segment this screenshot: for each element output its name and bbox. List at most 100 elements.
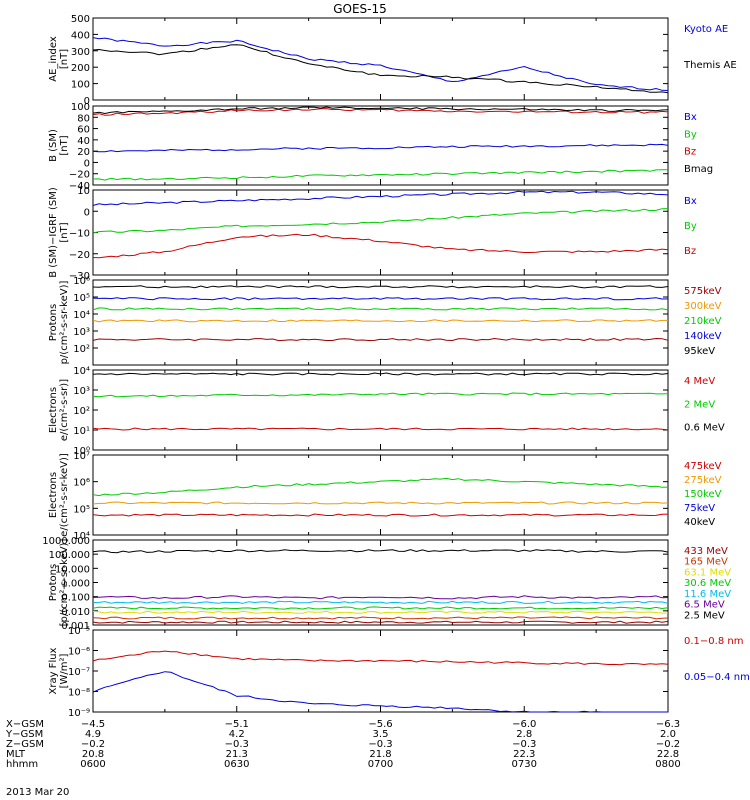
legend-entry: 275keV bbox=[684, 475, 722, 486]
y-tick-label: −20 bbox=[69, 250, 90, 261]
y-axis-label: Electrons bbox=[48, 387, 59, 433]
legend-entry: 433 MeV bbox=[684, 546, 728, 557]
y-tick-label: 0.010 bbox=[61, 607, 90, 618]
legend-entry: Themis AE bbox=[683, 60, 737, 71]
y-tick-label: 20 bbox=[77, 147, 90, 158]
y-tick-label: 1000.000 bbox=[42, 536, 90, 547]
panel-frame bbox=[92, 17, 669, 101]
series-line-ae-1 bbox=[92, 44, 669, 94]
x-table-value: 2.0 bbox=[660, 729, 676, 740]
y-tick-label: 100 bbox=[71, 102, 90, 113]
series-line-bsm-1 bbox=[92, 169, 668, 181]
legend-entry: 575keV bbox=[684, 286, 722, 297]
series-line-protons2-0 bbox=[92, 620, 669, 624]
legend-entry: 0.1−0.8 nm bbox=[684, 636, 743, 647]
y-tick-label: 200 bbox=[71, 63, 90, 74]
x-row-label: MLT bbox=[6, 749, 26, 760]
legend-entry: 150keV bbox=[684, 489, 722, 500]
legend-entry: 165 MeV bbox=[684, 557, 728, 568]
y-tick-label: −40 bbox=[69, 181, 90, 192]
y-axis-label: Electrons bbox=[48, 472, 59, 518]
legend-entry: 4 MeV bbox=[684, 376, 715, 387]
legend-entry: 0.05−0.4 nm bbox=[684, 672, 750, 683]
legend-entry: 300keV bbox=[684, 301, 722, 312]
legend-entry: 63.1 MeV bbox=[684, 567, 731, 578]
series-line-bigrf-0 bbox=[92, 190, 669, 206]
x-table-value: 22.3 bbox=[513, 749, 535, 760]
series-line-protons1-4 bbox=[92, 285, 669, 289]
series-line-protons1-2 bbox=[92, 307, 669, 311]
series-line-electrons1-0 bbox=[92, 427, 669, 431]
x-table-value: 0700 bbox=[368, 759, 393, 770]
y-axis-label: B (SM) bbox=[48, 129, 59, 162]
x-table-value: −0.3 bbox=[225, 739, 249, 750]
plot-title: GOES-15 bbox=[333, 2, 387, 16]
y-axis-label: B (SM)−IGRF (SM) bbox=[48, 187, 59, 278]
date-label: 2013 Mar 20 bbox=[6, 787, 69, 798]
x-table-value: −5.1 bbox=[225, 719, 249, 730]
y-tick-label: 10⁵ bbox=[73, 293, 90, 304]
legend-entry: 2 MeV bbox=[684, 399, 715, 410]
series-line-protons2-5 bbox=[92, 595, 669, 600]
series-line-protons2-1 bbox=[92, 616, 669, 620]
legend-entry: 11.6 MeV bbox=[684, 589, 731, 600]
x-table-value: 3.5 bbox=[373, 729, 389, 740]
y-tick-label: 10⁴ bbox=[73, 366, 90, 377]
y-tick-label: 60 bbox=[77, 125, 90, 136]
legend-entry: Bx bbox=[684, 112, 697, 123]
x-table-value: −0.2 bbox=[656, 739, 680, 750]
legend-entry: Bx bbox=[684, 196, 697, 207]
x-table-value: 0800 bbox=[655, 759, 680, 770]
series-line-protons2-2 bbox=[92, 610, 669, 614]
x-table-value: −0.3 bbox=[368, 739, 392, 750]
legend-entry: 6.5 MeV bbox=[684, 600, 725, 611]
x-table-value: −0.3 bbox=[512, 739, 536, 750]
legend-entry: Bmag bbox=[684, 164, 713, 175]
y-tick-label: 10⁷ bbox=[73, 451, 90, 462]
y-tick-label: 0 bbox=[84, 96, 90, 107]
y-tick-label: 10⁶ bbox=[73, 276, 90, 287]
series-line-xray-0 bbox=[92, 650, 669, 666]
panel-electrons2: 10⁴ 10⁵ 10⁶ 10⁷ Electrons e/(cm²-s-sr-keV)] 47… bbox=[48, 451, 722, 542]
panel-protons2: 0.001 0.010 0.100 1.000 10.000 100.000 1000.00… bbox=[42, 536, 731, 632]
y-tick-label: 10 bbox=[77, 186, 90, 197]
legend-entry: Kyoto AE bbox=[684, 24, 728, 35]
legend-entry: 2.5 MeV bbox=[684, 610, 725, 621]
y-axis-label: Xray Flux bbox=[48, 647, 59, 694]
series-line-electrons2-1 bbox=[92, 501, 669, 505]
y-tick-label: 10⁻⁵ bbox=[68, 626, 90, 637]
panel-frame bbox=[92, 454, 669, 536]
y-tick-label: 10¹ bbox=[73, 426, 90, 437]
y-tick-label: 100 bbox=[71, 80, 90, 91]
series-line-electrons1-1 bbox=[92, 392, 669, 398]
legend-entry: 75keV bbox=[684, 503, 715, 514]
legend-entry: 210keV bbox=[684, 316, 722, 327]
legend-entry: 475keV bbox=[684, 461, 722, 472]
y-tick-label: 0 bbox=[84, 207, 90, 218]
legend-entry: Bz bbox=[684, 246, 696, 257]
y-axis-label: [nT] bbox=[59, 135, 70, 155]
y-tick-label: 40 bbox=[77, 136, 90, 147]
x-row-label: Y−GSM bbox=[5, 729, 43, 740]
y-tick-label: 10³ bbox=[73, 327, 90, 338]
series-line-electrons2-0 bbox=[92, 513, 669, 517]
y-tick-label: 10² bbox=[73, 344, 90, 355]
series-line-electrons2-2 bbox=[92, 477, 669, 497]
y-tick-label: 10⁴ bbox=[73, 310, 90, 321]
y-axis-label: Protons bbox=[48, 564, 59, 601]
y-tick-label: 0.001 bbox=[61, 621, 90, 632]
series-line-protons2-3 bbox=[92, 606, 669, 610]
series-line-protons2-6 bbox=[92, 549, 669, 554]
legend-entry: 30.6 MeV bbox=[684, 578, 731, 589]
x-row-label: X−GSM bbox=[6, 719, 44, 730]
y-axis-label: AE_index bbox=[48, 36, 59, 82]
series-line-bigrf-2 bbox=[92, 233, 669, 259]
y-tick-label: 10² bbox=[73, 406, 90, 417]
x-table-value: −0.2 bbox=[81, 739, 105, 750]
series-line-electrons1-2 bbox=[92, 372, 669, 376]
series-line-bigrf-1 bbox=[92, 208, 669, 234]
y-axis-label: Protons bbox=[48, 304, 59, 341]
